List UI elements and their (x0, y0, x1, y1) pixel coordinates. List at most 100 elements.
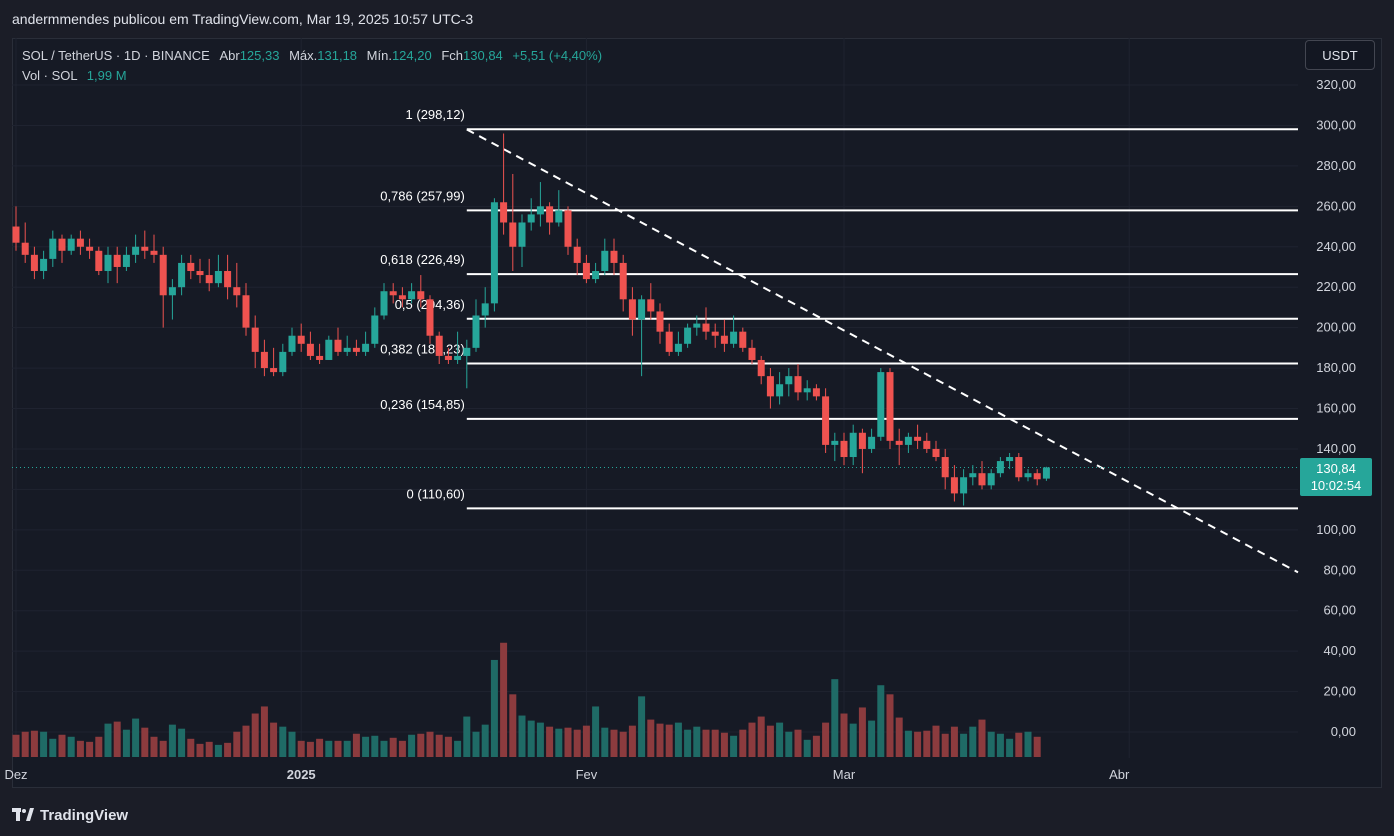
candle-body (76, 238, 84, 247)
y-tick-label: 60,00 (1323, 603, 1356, 618)
candle (113, 246, 121, 284)
volume-bar (950, 726, 958, 757)
candle-body (251, 327, 259, 352)
volume-bar (776, 722, 784, 757)
legend-vol-label[interactable]: Vol · SOL (22, 68, 78, 83)
candle-body (150, 250, 158, 255)
candle (877, 368, 885, 441)
candle (555, 190, 563, 227)
volume-bar (58, 734, 66, 757)
volume-bar (693, 726, 701, 757)
candle (233, 262, 241, 308)
volume-bar (380, 740, 388, 757)
candle (49, 230, 57, 267)
volume-bar (665, 724, 673, 757)
candle-body (233, 287, 241, 296)
tradingview-logo-icon (12, 808, 34, 821)
volume-bar (868, 720, 876, 757)
volume-bar (564, 727, 572, 757)
volume-bar (803, 739, 811, 757)
volume-bar (831, 679, 839, 757)
candle (849, 424, 857, 466)
candle (776, 372, 784, 405)
volume-bar (122, 729, 130, 757)
candle-body (803, 388, 811, 393)
volume-bar (794, 729, 802, 757)
volume-bar (408, 734, 416, 757)
candle-body (1042, 467, 1050, 479)
candle (95, 246, 103, 276)
candle-body (564, 210, 572, 247)
volume-bar (316, 738, 324, 757)
volume-bar (509, 694, 517, 757)
y-tick-label: 320,00 (1316, 77, 1356, 92)
candle-body (343, 347, 351, 352)
volume-bar (978, 719, 986, 757)
candle (150, 234, 158, 263)
candle (288, 327, 296, 356)
volume-bar (463, 716, 471, 757)
candle (159, 246, 167, 328)
volume-bar (196, 743, 204, 757)
volume-bar (76, 740, 84, 757)
candle (665, 323, 673, 356)
candle-body (812, 388, 820, 397)
candle-body (619, 262, 627, 300)
volume-bar (582, 725, 590, 757)
candle (518, 214, 526, 267)
candle (362, 331, 370, 356)
candle (178, 254, 186, 296)
candle (950, 465, 958, 502)
volume-bar (638, 696, 646, 757)
candle (279, 343, 287, 377)
candle (132, 234, 140, 263)
candle-body (702, 323, 710, 332)
candle (12, 206, 20, 251)
published-by-text: andermmendes publicou em TradingView.com… (12, 11, 474, 27)
candle-body (371, 315, 379, 344)
candle-body (665, 331, 673, 352)
candle (86, 238, 94, 259)
chart-frame[interactable] (12, 38, 1382, 788)
y-tick-label: 80,00 (1323, 562, 1356, 577)
candle (205, 258, 213, 292)
candle-body (730, 331, 738, 344)
candle-body (536, 206, 544, 215)
candle (76, 230, 84, 255)
candle-body (435, 335, 443, 356)
volume-bar (960, 733, 968, 757)
volume-bar (720, 732, 728, 757)
candle (527, 198, 535, 231)
candle-body (463, 347, 471, 356)
candle-body (389, 291, 397, 296)
legend-high: 131,18 (317, 48, 358, 63)
candle-body (638, 299, 646, 320)
candle-body (288, 335, 296, 352)
candle-body (472, 315, 480, 348)
volume-bar (1024, 731, 1032, 757)
candle (610, 238, 618, 276)
volume-bar (684, 729, 692, 757)
candle (509, 173, 517, 272)
candle (1033, 469, 1041, 486)
volume-bar (95, 736, 103, 757)
candle-body (205, 275, 213, 284)
candle-body (417, 291, 425, 300)
fib-level-label: 0,618 (226,49) (380, 252, 465, 267)
candle-body (674, 343, 682, 352)
candle (435, 331, 443, 365)
candle (454, 331, 462, 365)
candle (858, 428, 866, 474)
candle-body (40, 258, 48, 272)
candle-body (960, 477, 968, 494)
candle (960, 469, 968, 506)
x-tick-label: Abr (1109, 767, 1130, 782)
currency-unit-button[interactable]: USDT (1305, 40, 1375, 70)
candle (1024, 469, 1032, 482)
candle (260, 339, 268, 377)
candle-body (113, 254, 121, 267)
volume-bar (159, 740, 167, 757)
legend-symbol[interactable]: SOL / TetherUS · 1D · BINANCE (22, 48, 210, 63)
volume-bar (702, 729, 710, 757)
